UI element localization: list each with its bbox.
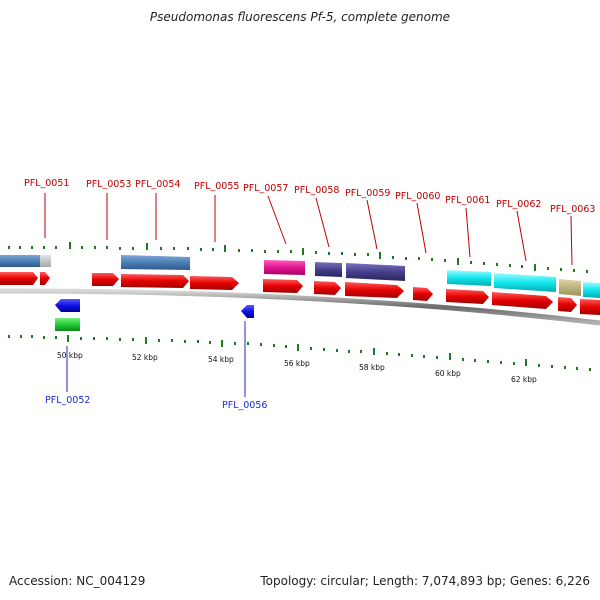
gene-label-pfl-0051[interactable]: PFL_0051 — [24, 178, 69, 189]
cds-arrow-forward[interactable] — [190, 276, 239, 290]
scale-label-58kbp: 58 kbp — [359, 363, 385, 372]
cds-arrow-forward[interactable] — [446, 289, 489, 304]
genome-summary-text: Topology: circular; Length: 7,074,893 bp… — [260, 574, 590, 588]
cds-arrow-forward[interactable] — [580, 299, 600, 315]
cds-arrow-forward[interactable] — [40, 272, 50, 285]
genome-backbone — [0, 288, 600, 326]
cds-arrow-forward[interactable] — [345, 282, 404, 298]
cds-arrow-forward[interactable] — [92, 273, 119, 286]
scale-label-60kbp: 60 kbp — [435, 369, 461, 378]
feature-bar-green[interactable] — [55, 318, 80, 331]
feature-bar-gray[interactable] — [40, 255, 51, 267]
gene-label-pfl-0054[interactable]: PFL_0054 — [135, 179, 180, 190]
reverse-cds-row — [55, 299, 254, 331]
gene-label-pfl-0057[interactable]: PFL_0057 — [243, 183, 288, 194]
feature-bar-cyan[interactable] — [583, 282, 600, 298]
gene-label-pfl-0056[interactable]: PFL_0056 — [222, 400, 267, 411]
feature-bar-cyan[interactable] — [447, 270, 491, 286]
gene-label-pfl-0059[interactable]: PFL_0059 — [345, 188, 390, 199]
gene-label-pfl-0055[interactable]: PFL_0055 — [194, 181, 239, 192]
upper-tick-row — [8, 242, 588, 273]
map-title: Pseudomonas fluorescens Pf-5, complete g… — [149, 10, 451, 24]
scale-label-52kbp: 52 kbp — [132, 353, 158, 362]
accession-text: Accession: NC_004129 — [9, 574, 146, 588]
scale-labels: 50 kbp 52 kbp 54 kbp 56 kbp 58 kbp 60 kb… — [57, 351, 537, 384]
gene-label-pfl-0058[interactable]: PFL_0058 — [294, 185, 339, 196]
forward-cds-row — [0, 272, 600, 315]
gene-label-pfl-0052[interactable]: PFL_0052 — [45, 395, 90, 406]
cds-arrow-forward[interactable] — [492, 292, 553, 309]
cds-arrow-forward[interactable] — [0, 272, 38, 285]
scale-label-54kbp: 54 kbp — [208, 355, 234, 364]
cds-arrow-forward[interactable] — [314, 281, 341, 295]
gene-label-pfl-0060[interactable]: PFL_0060 — [395, 191, 440, 202]
cds-arrow-forward[interactable] — [558, 297, 577, 312]
feature-bar-cyan[interactable] — [494, 273, 556, 292]
feature-bars — [0, 255, 600, 298]
gene-label-pfl-0063[interactable]: PFL_0063 — [550, 204, 595, 215]
feature-bar-purple[interactable] — [315, 262, 342, 277]
gene-label-pfl-0053[interactable]: PFL_0053 — [86, 179, 131, 190]
cds-arrow-forward[interactable] — [121, 274, 189, 288]
scale-label-56kbp: 56 kbp — [284, 359, 310, 368]
cds-arrow-reverse[interactable] — [55, 299, 80, 312]
feature-bar-khaki[interactable] — [559, 279, 581, 296]
feature-bar-magenta[interactable] — [264, 260, 305, 275]
cds-arrow-forward[interactable] — [413, 287, 433, 301]
feature-bar-steelblue[interactable] — [121, 255, 190, 270]
top-leader-lines — [44, 193, 573, 266]
bottom-gene-labels: PFL_0052 PFL_0056 — [45, 395, 267, 411]
gene-label-pfl-0062[interactable]: PFL_0062 — [496, 199, 541, 210]
cds-arrow-reverse[interactable] — [241, 305, 254, 318]
scale-label-50kbp: 50 kbp — [57, 351, 83, 360]
gene-label-pfl-0061[interactable]: PFL_0061 — [445, 195, 490, 206]
feature-bar-purple[interactable] — [346, 263, 405, 281]
feature-bar-steelblue[interactable] — [0, 255, 40, 267]
lower-tick-row — [8, 335, 591, 371]
top-gene-labels: PFL_0051 PFL_0053 PFL_0054 PFL_0055 PFL_… — [24, 178, 595, 215]
cds-arrow-forward[interactable] — [263, 279, 303, 293]
bottom-leader-lines — [66, 321, 246, 397]
scale-label-62kbp: 62 kbp — [511, 375, 537, 384]
